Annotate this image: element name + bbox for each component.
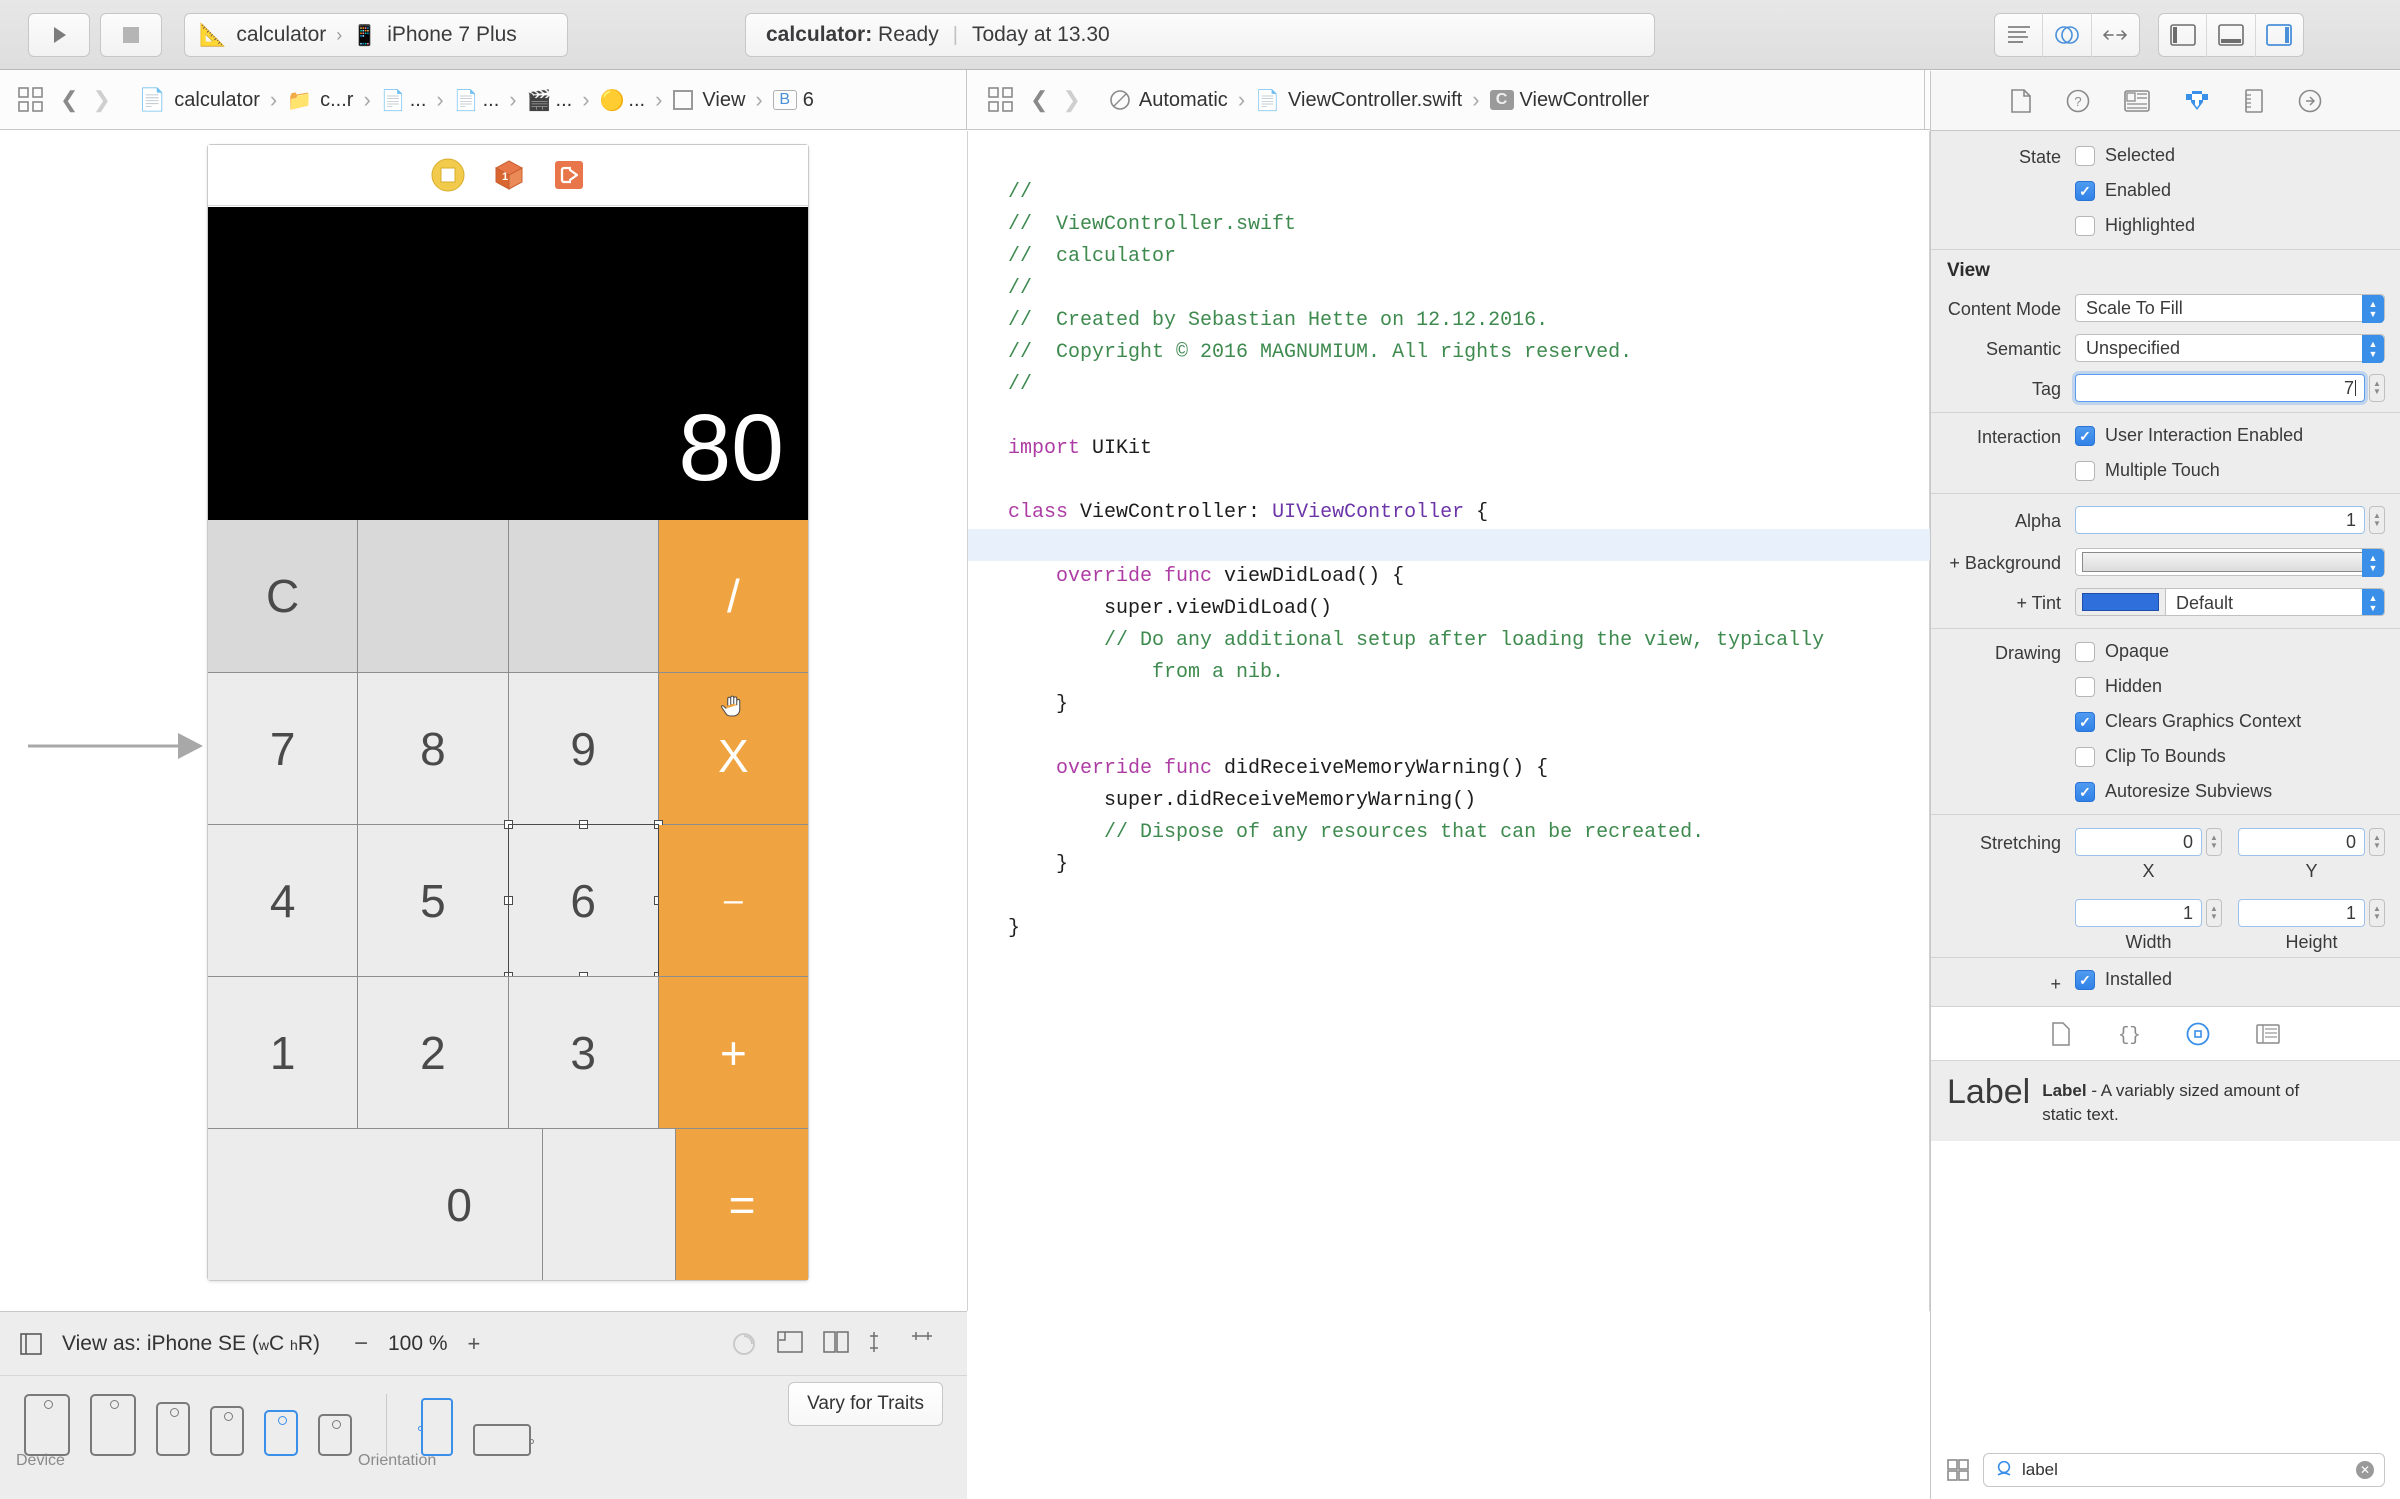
svg-text:1: 1 (502, 171, 508, 183)
svg-text:{}: {} (2118, 1024, 2140, 1044)
svg-text:?: ? (2074, 94, 2081, 109)
